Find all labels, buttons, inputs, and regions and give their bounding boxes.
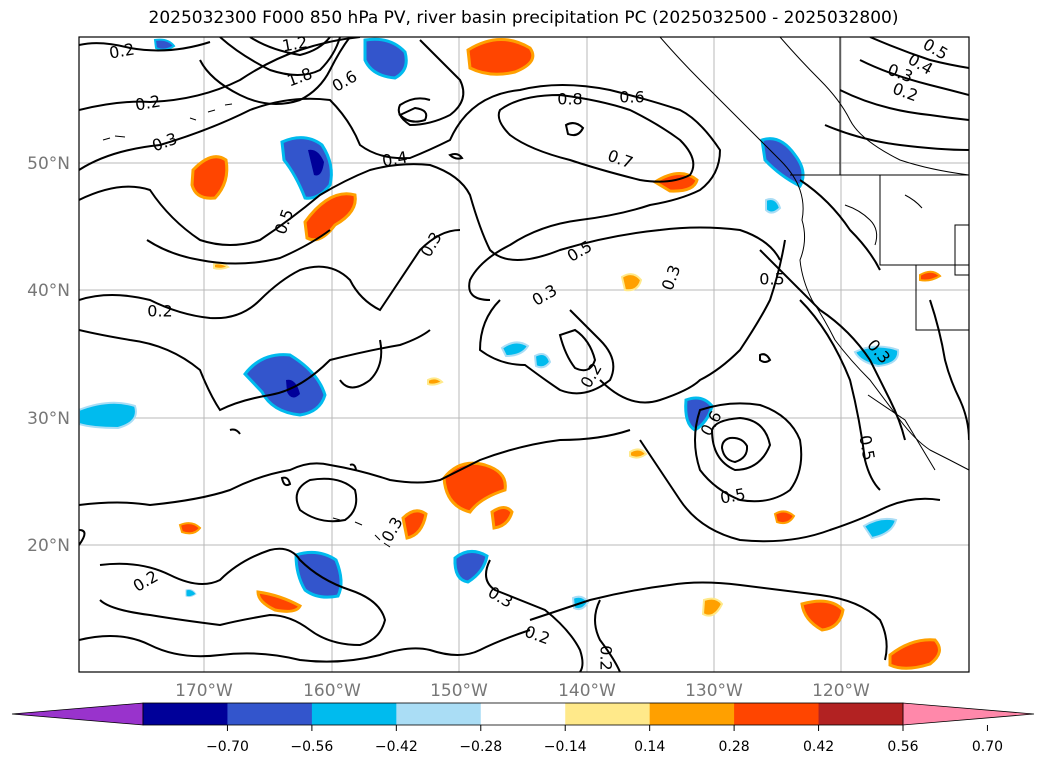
contour-label: 0.8	[557, 90, 582, 109]
lat-label: 30°N	[27, 409, 70, 429]
colorbar-segment	[734, 703, 820, 725]
lon-label: 170°W	[175, 681, 233, 701]
colorbar-tick-label: 0.56	[887, 739, 918, 755]
contour-label: 0.5	[759, 270, 784, 289]
lon-label: 130°W	[685, 681, 743, 701]
map-background	[79, 37, 969, 672]
contour-label: 0.2	[147, 302, 172, 321]
lat-label: 40°N	[27, 281, 70, 301]
colorbar-segment	[311, 703, 397, 725]
colorbar-tick-label: −0.42	[375, 739, 418, 755]
map-frame	[78, 36, 970, 673]
colorbar-tick-label: −0.56	[290, 739, 333, 755]
latitude-labels: 50°N 40°N 30°N 20°N	[27, 154, 70, 556]
colorbar-max-arrow	[902, 702, 1035, 726]
colorbar-tick-label: 0.70	[972, 739, 1003, 755]
contour-label: 1.2	[281, 32, 309, 55]
lon-label: 160°W	[303, 681, 361, 701]
contour-label: 0.2	[108, 39, 136, 62]
colorbar-segment	[818, 703, 904, 725]
contour-label: 0.5	[719, 484, 747, 507]
colorbar-segment	[649, 703, 735, 725]
colorbar-segment	[227, 703, 313, 725]
colorbar-tick-label: 0.42	[803, 739, 834, 755]
lon-label: 150°W	[430, 681, 488, 701]
contour-label: 0.2	[597, 645, 616, 670]
colorbar-segment	[143, 703, 228, 725]
contour-label: 0.2	[134, 91, 162, 114]
colorbar-segment	[396, 703, 482, 725]
precip-positive-areas	[178, 38, 942, 670]
lat-label: 20°N	[27, 536, 70, 556]
map-title: 2025032300 F000 850 hPa PV, river basin …	[148, 8, 899, 28]
colorbar-segment	[565, 703, 651, 725]
lon-label: 140°W	[558, 681, 616, 701]
longitude-labels: 170°W 160°W 150°W 140°W 130°W 120°W	[175, 681, 870, 701]
pv-contours	[79, 37, 969, 672]
lon-label: 120°W	[812, 681, 870, 701]
lat-label: 50°N	[27, 154, 70, 174]
colorbar-tick-label: 0.28	[719, 739, 750, 755]
coastlines	[102, 37, 969, 548]
contour-label: 0.5	[855, 434, 878, 462]
colorbar: −0.70 −0.56 −0.42 −0.28 −0.14 0.14 0.28 0.42 0.5…	[11, 702, 1035, 755]
colorbar-tick-label: 0.14	[634, 739, 665, 755]
contour-label: 0.6	[619, 88, 644, 107]
contour-label: 0.4	[381, 147, 409, 170]
colorbar-min-arrow	[11, 702, 144, 726]
colorbar-tick-label: −0.70	[206, 739, 249, 755]
colorbar-segment	[480, 703, 566, 725]
colorbar-tick-label: −0.28	[459, 739, 502, 755]
colorbar-tick-label: −0.14	[544, 739, 587, 755]
